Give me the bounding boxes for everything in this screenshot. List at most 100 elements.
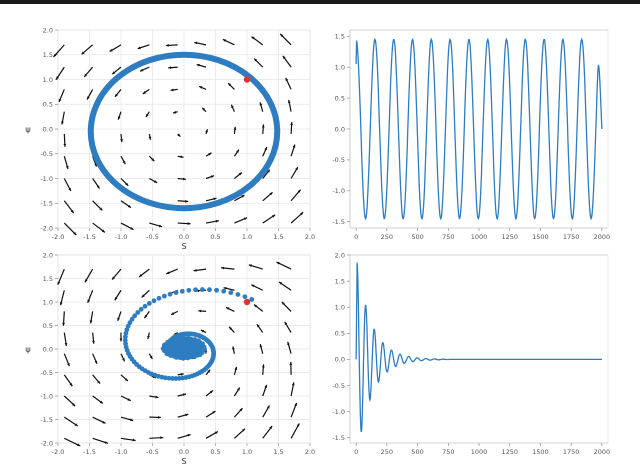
quiver-arrowhead xyxy=(137,46,141,50)
x-tick-label: 1.0 xyxy=(242,448,252,456)
quiver-arrowhead xyxy=(213,197,217,201)
quiver-arrowhead xyxy=(215,219,219,223)
quiver-arrowhead xyxy=(207,369,211,373)
quiver-arrowhead xyxy=(259,344,263,348)
x-tick-label: -2.0 xyxy=(52,448,65,456)
quiver-arrowhead xyxy=(210,175,215,178)
y-tick-label: -2.0 xyxy=(40,224,53,232)
x-tick-label: 250 xyxy=(381,233,393,241)
quiver-arrowhead xyxy=(57,281,61,285)
x-tick-label: -1.0 xyxy=(115,448,128,456)
y-tick-label: 0.5 xyxy=(43,101,53,109)
quiver-arrowhead xyxy=(125,182,129,186)
y-tick-label: -1.0 xyxy=(40,392,53,400)
quiver-arrowhead xyxy=(223,286,227,290)
quiver-arrowhead xyxy=(87,299,91,303)
quiver-arrowhead xyxy=(226,307,230,310)
quiver-arrowhead xyxy=(280,33,284,37)
trajectory-point xyxy=(161,342,167,348)
y-tick-label: -0.5 xyxy=(40,150,53,158)
x-tick-label: 2.0 xyxy=(305,233,315,241)
trajectory-point xyxy=(221,288,227,294)
quiver-arrowhead xyxy=(94,360,98,364)
quiver-arrowhead xyxy=(68,187,71,192)
quiver-arrowhead xyxy=(214,431,218,435)
x-tick-label: 0.0 xyxy=(179,448,189,456)
x-tick-label: -1.5 xyxy=(83,448,96,456)
y-axis-label: ψ xyxy=(25,125,30,134)
quiver-arrowhead xyxy=(141,294,145,298)
panel-0: -2.0 -1.5 -1.0 -0.5 0.0 0.5 1.0 1.5 2.0 -2.0 -1.5 -… xyxy=(25,26,315,251)
quiver-arrowhead xyxy=(166,271,170,275)
quiver-arrowhead xyxy=(264,384,268,389)
quiver-arrowhead xyxy=(221,266,225,270)
orbit-trajectory xyxy=(87,51,281,212)
trajectory-point xyxy=(168,337,173,343)
quiver-arrowhead xyxy=(84,279,88,283)
trajectory-point xyxy=(122,337,128,343)
quiver-arrowhead xyxy=(266,169,270,173)
quiver-arrowhead xyxy=(287,341,290,345)
quiver-arrowhead xyxy=(74,423,78,427)
y-tick-label: -2.0 xyxy=(40,439,53,447)
trajectory-point xyxy=(198,352,203,357)
trajectory-point xyxy=(146,301,152,306)
quiver-arrowhead xyxy=(165,43,169,47)
trajectory-point xyxy=(207,287,212,293)
quiver-arrowhead xyxy=(259,102,263,106)
x-tick-label: 2000 xyxy=(594,233,611,241)
x-tick-label: 1000 xyxy=(471,233,488,241)
quiver-arrowhead xyxy=(124,378,128,382)
x-tick-label: 250 xyxy=(381,448,393,456)
y-tick-label: -0.5 xyxy=(332,156,345,164)
x-tick-label: 1000 xyxy=(471,448,488,456)
x-tick-label: 2000 xyxy=(594,448,611,456)
trajectory-point xyxy=(249,297,255,302)
quiver-arrowhead xyxy=(94,163,97,167)
quiver-arrowhead xyxy=(269,192,273,196)
quiver-arrowhead xyxy=(153,180,158,183)
y-tick-label: 1.0 xyxy=(43,298,53,306)
trajectory-point xyxy=(166,375,172,381)
quiver-arrowhead xyxy=(200,330,205,333)
quiver-arrowhead xyxy=(209,390,213,394)
quiver-arrowhead xyxy=(233,126,237,130)
quiver-arrowhead xyxy=(147,335,150,339)
quiver-arrowhead xyxy=(84,73,88,77)
quiver-arrowhead xyxy=(132,438,136,442)
quiver-arrowhead xyxy=(292,144,296,148)
y-tick-label: -1.5 xyxy=(332,218,345,226)
quiver-arrowhead xyxy=(61,121,64,125)
y-tick-label: -1.0 xyxy=(40,175,53,183)
quiver-arrowhead xyxy=(281,301,285,305)
quiver-arrowhead xyxy=(97,380,101,384)
quiver-arrowhead xyxy=(63,143,67,147)
plot-frame xyxy=(349,254,609,444)
trajectory-point xyxy=(192,354,197,360)
y-tick-label: 0.5 xyxy=(335,330,345,338)
y-tick-label: 0.0 xyxy=(335,125,345,133)
trajectory-point xyxy=(228,290,234,296)
trajectory-point xyxy=(138,306,144,312)
quiver-arrow xyxy=(64,437,81,447)
x-tick-label: 0 xyxy=(354,233,358,241)
quiver-arrowhead xyxy=(282,55,286,60)
trajectory-point xyxy=(170,376,175,381)
quiver-arrowhead xyxy=(251,36,255,40)
quiver-arrowhead xyxy=(122,160,126,165)
trajectory-point xyxy=(168,353,173,358)
quiver-arrowhead xyxy=(254,58,258,62)
quiver-arrowhead xyxy=(294,402,297,407)
x-tick-label: 1750 xyxy=(563,448,580,456)
quiver-arrowhead xyxy=(127,398,131,401)
trajectory-point xyxy=(186,287,192,293)
x-tick-label: 500 xyxy=(411,448,423,456)
quiver-arrowhead xyxy=(236,149,239,153)
x-tick-label: 500 xyxy=(411,233,423,241)
trajectory-point xyxy=(123,330,129,336)
quiver-arrowhead xyxy=(127,204,131,208)
y-tick-label: 2.0 xyxy=(43,26,53,34)
y-tick-label: 1.5 xyxy=(335,32,345,40)
quiver-arrowhead xyxy=(287,99,291,104)
x-tick-label: 1500 xyxy=(532,233,549,241)
